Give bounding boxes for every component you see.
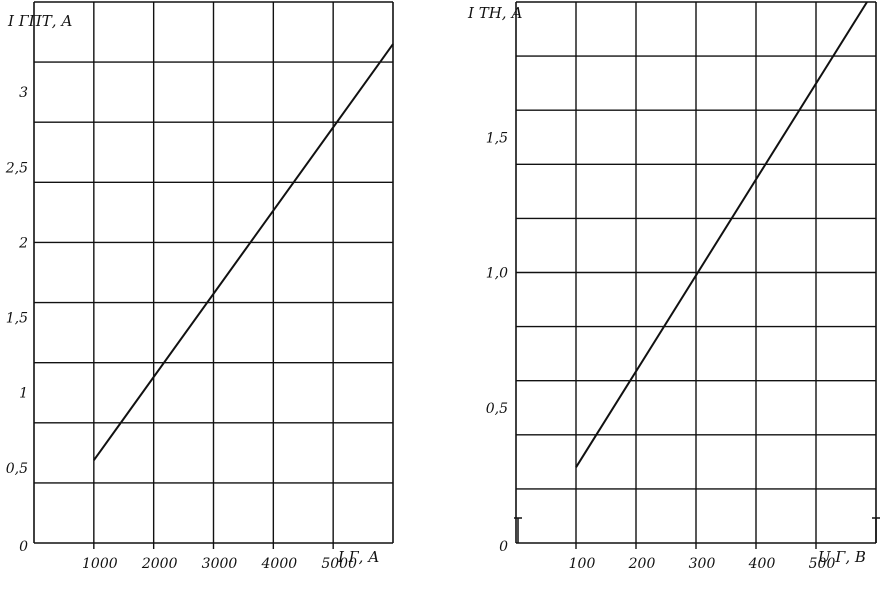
data-series (575, 1, 868, 468)
series-line (575, 1, 868, 468)
x-tick-label: 5000 (321, 556, 357, 572)
chart-left: 1000 2000 3000 4000 5000 0 0,5 1 1,5 2 2,5 3 I ГПТ… (5, 1, 394, 572)
grid (515, 1, 877, 549)
x-tick-label: 4000 (261, 556, 298, 572)
x-tick-label: 1000 (82, 556, 118, 572)
y-tick-label: 0 (19, 539, 28, 555)
x-tick-label: 2000 (141, 556, 178, 572)
y-tick-label: 1,5 (6, 311, 28, 327)
x-tick-labels: 1000 2000 3000 4000 5000 (82, 556, 357, 572)
y-tick-label: 1 (19, 386, 28, 402)
y-tick-label: 2 (18, 235, 28, 251)
y-tick-label: 2,5 (5, 160, 28, 176)
y-tick-label: 0 (499, 539, 508, 555)
y-axis-label: I ТН, А (467, 4, 523, 22)
y-tick-label: 1,5 (486, 130, 508, 146)
x-tick-label: 300 (689, 556, 716, 572)
x-tick-labels: 100 200 300 400 500 (569, 556, 836, 572)
y-tick-labels: 0 0,5 1 1,5 2 2,5 3 (5, 85, 28, 555)
x-tick-label: 200 (628, 556, 656, 572)
y-tick-label: 1,0 (486, 266, 508, 282)
chart-right: 100 200 300 400 500 0 0,5 1,0 1,5 I ТН, А U Г, … (467, 1, 880, 572)
x-axis-label: I Г, А (337, 548, 380, 566)
y-tick-label: 0,5 (486, 401, 508, 417)
data-series (92, 43, 394, 461)
y-axis-label: I ГПТ, А (7, 12, 73, 30)
x-tick-label: 100 (569, 556, 596, 572)
x-tick-label: 500 (809, 556, 836, 572)
x-axis-label: U Г, В (818, 548, 866, 566)
x-tick-label: 400 (748, 556, 776, 572)
y-tick-labels: 0 0,5 1,0 1,5 (486, 130, 508, 555)
series-line (92, 43, 394, 461)
y-tick-label: 3 (19, 85, 28, 101)
y-tick-label: 0,5 (6, 461, 28, 477)
grid (33, 1, 394, 549)
x-tick-label: 3000 (202, 556, 238, 572)
